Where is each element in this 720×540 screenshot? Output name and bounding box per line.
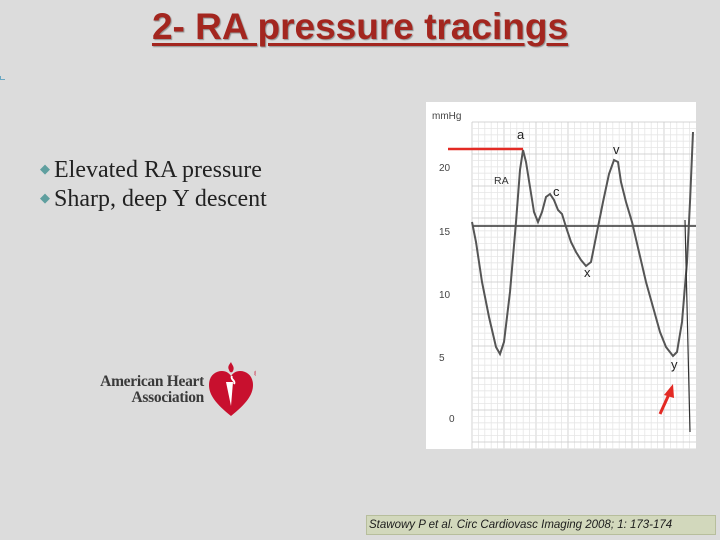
v-wave-label: v: [613, 142, 620, 157]
y-descent-arrow-icon: [658, 384, 674, 415]
x-descent-label: x: [584, 265, 591, 280]
aha-wordmark: American Heart Association: [100, 374, 204, 406]
slide-title: 2- RA pressure tracings: [151, 6, 569, 47]
bullet-list: ◆ Elevated RA pressure ◆ Sharp, deep Y des…: [40, 154, 267, 212]
a-wave-label: a: [517, 127, 525, 142]
y-tick-label: 20: [439, 163, 451, 174]
c-wave-label: c: [553, 184, 560, 199]
y-tick-label: 10: [439, 290, 451, 301]
chamber-label: RA: [494, 175, 509, 187]
bullet-text: Sharp, deep Y descent: [54, 186, 267, 212]
citation: Stawowy P et al. Circ Cardiovasc Imaging…: [366, 515, 716, 535]
y-tick-label: 5: [439, 353, 445, 364]
aha-logo: American Heart Association ®: [96, 360, 256, 420]
y-tick-label: 0: [449, 414, 455, 425]
diamond-bullet-icon: ◆: [40, 190, 50, 205]
edge-marker: [0, 76, 5, 80]
y-descent-label: y: [671, 357, 678, 372]
diamond-bullet-icon: ◆: [40, 161, 50, 176]
bullet-item: ◆ Elevated RA pressure: [40, 154, 267, 183]
right-edge-line: [684, 219, 691, 433]
pressure-waveform: [471, 131, 694, 358]
heart-torch-icon: ®: [209, 362, 256, 416]
aha-line-2: Association: [131, 389, 205, 406]
unit-label: mmHg: [432, 111, 461, 122]
ra-pressure-tracing: mmHg 20 15 10 5 0 a v c x y RA: [426, 102, 696, 449]
registered-mark: ®: [254, 370, 256, 378]
bullet-item: ◆ Sharp, deep Y descent: [40, 183, 267, 212]
y-axis-ticks: 20 15 10 5 0: [439, 163, 455, 425]
aha-line-1: American Heart: [100, 373, 204, 390]
y-tick-label: 15: [439, 227, 451, 238]
bullet-text: Elevated RA pressure: [54, 157, 262, 183]
